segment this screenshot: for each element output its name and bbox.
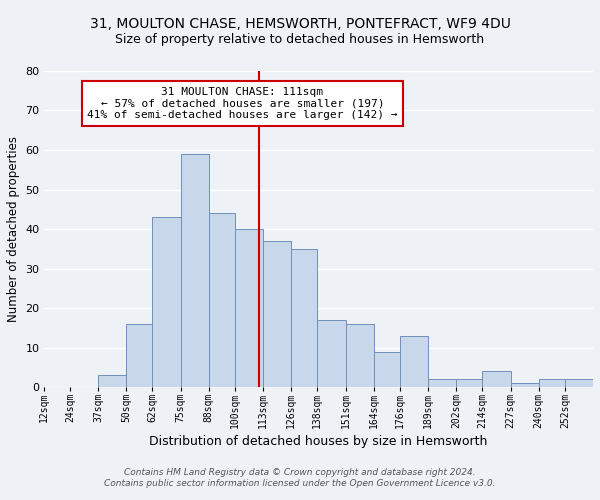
Bar	[181, 154, 209, 388]
Bar	[565, 380, 593, 388]
Y-axis label: Number of detached properties: Number of detached properties	[7, 136, 20, 322]
Bar	[374, 352, 400, 388]
Bar	[511, 384, 539, 388]
Text: Size of property relative to detached houses in Hemsworth: Size of property relative to detached ho…	[115, 32, 485, 46]
Text: 31 MOULTON CHASE: 111sqm
← 57% of detached houses are smaller (197)
41% of semi-: 31 MOULTON CHASE: 111sqm ← 57% of detach…	[87, 87, 398, 120]
Bar	[346, 324, 374, 388]
Bar	[539, 380, 565, 388]
Bar	[235, 229, 263, 388]
Bar	[291, 249, 317, 388]
X-axis label: Distribution of detached houses by size in Hemsworth: Distribution of detached houses by size …	[149, 435, 488, 448]
Text: Contains HM Land Registry data © Crown copyright and database right 2024.
Contai: Contains HM Land Registry data © Crown c…	[104, 468, 496, 487]
Bar	[400, 336, 428, 388]
Bar	[152, 218, 181, 388]
Text: 31, MOULTON CHASE, HEMSWORTH, PONTEFRACT, WF9 4DU: 31, MOULTON CHASE, HEMSWORTH, PONTEFRACT…	[89, 18, 511, 32]
Bar	[428, 380, 456, 388]
Bar	[209, 214, 235, 388]
Bar	[482, 372, 511, 388]
Bar	[263, 241, 291, 388]
Bar	[98, 376, 126, 388]
Bar	[126, 324, 152, 388]
Bar	[317, 320, 346, 388]
Bar	[456, 380, 482, 388]
